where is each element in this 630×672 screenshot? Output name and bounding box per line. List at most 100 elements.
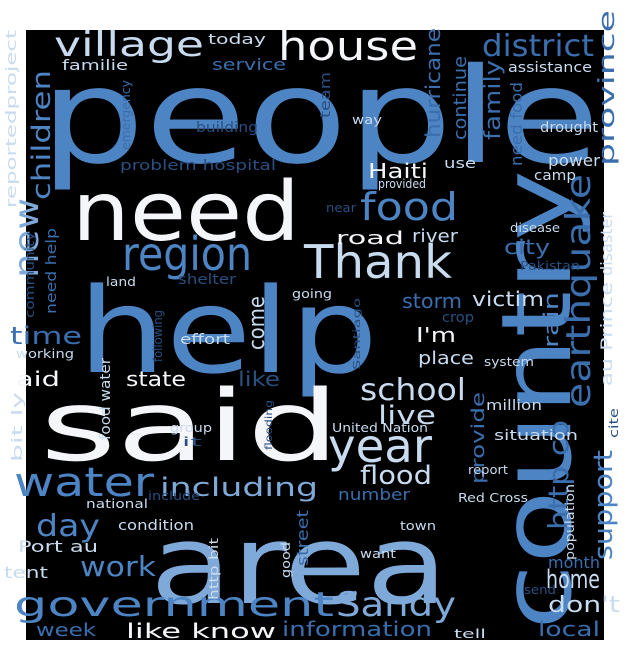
cloud-word: flood	[360, 461, 432, 491]
cloud-word: live	[378, 401, 436, 431]
cloud-word: people	[40, 40, 600, 194]
cloud-word: continue	[450, 56, 471, 140]
cloud-word: like	[238, 367, 280, 391]
cloud-word: bit ly	[10, 392, 26, 462]
cloud-word: million	[486, 398, 542, 414]
cloud-word: come	[245, 296, 270, 350]
cloud-word: road	[336, 228, 404, 249]
cloud-word: Pakistan	[520, 259, 580, 273]
cloud-word: reportedproject	[4, 29, 20, 208]
cloud-word: Haiti	[368, 159, 428, 183]
cloud-word: water	[14, 460, 155, 506]
cloud-background	[26, 30, 604, 640]
cloud-word: tell	[454, 627, 486, 641]
cloud-word: aid	[16, 367, 60, 391]
cloud-word: new	[7, 198, 47, 278]
cloud-word: said	[40, 370, 340, 484]
cloud-word: food water	[98, 358, 114, 440]
cloud-word: report	[468, 463, 508, 477]
cloud-word: hurricane	[421, 28, 445, 138]
cloud-word: national	[86, 497, 148, 511]
cloud-word: team	[318, 72, 334, 118]
cloud-word: local	[538, 617, 600, 641]
cloud-word: land	[106, 275, 136, 289]
cloud-word: United Nation	[332, 421, 428, 435]
cloud-word: day	[36, 509, 100, 544]
cloud-word: district	[482, 29, 594, 64]
cloud-word: house	[278, 24, 418, 70]
cloud-word: au Prince	[597, 282, 616, 386]
cloud-word: working	[16, 347, 74, 361]
cloud-word: village	[54, 25, 204, 65]
cloud-word: help	[78, 262, 378, 400]
cloud-word: earthquake	[559, 174, 599, 408]
cloud-word: http bit	[207, 538, 221, 600]
cloud-word: camp	[534, 168, 576, 184]
cloud-word: victim	[472, 287, 544, 311]
cloud-word: year	[328, 419, 432, 473]
cloud-word: Port au	[18, 537, 98, 556]
cloud-word: Santiago	[352, 298, 363, 370]
cloud-word: rain	[539, 292, 563, 348]
cloud-word: need help	[44, 228, 60, 314]
cloud-word: it	[182, 435, 203, 449]
cloud-word: send	[524, 583, 556, 597]
cloud-word: want	[360, 547, 396, 561]
cloud-word: need food	[507, 82, 526, 166]
cloud-word: flooding	[264, 400, 275, 450]
cloud-word: provided	[378, 177, 426, 191]
cloud-word: need	[72, 165, 300, 260]
cloud-word: system	[484, 355, 534, 369]
cloud-word: emergency	[119, 80, 133, 150]
cloud-word: familie	[62, 58, 128, 74]
cloud-word: family	[481, 60, 506, 140]
cloud-word: time	[10, 322, 82, 350]
cloud-word: community	[23, 232, 37, 318]
cloud-word: assistance	[508, 60, 592, 76]
cloud-word: way	[352, 113, 382, 127]
cloud-word: disaster	[597, 212, 616, 276]
cloud-word: effort	[180, 332, 231, 348]
cloud-word: situation	[494, 428, 578, 444]
cloud-word: http co	[542, 420, 575, 530]
cloud-word: place	[418, 348, 474, 369]
cloud-word: going	[292, 287, 332, 301]
cloud-word: support	[589, 450, 619, 560]
cloud-word: Sandy	[336, 585, 456, 625]
cloud-word: building	[196, 120, 258, 136]
cloud-word: group	[170, 421, 212, 435]
cloud-word: Thank	[303, 235, 452, 289]
cloud-word: tent	[4, 563, 48, 582]
cloud-word: provide	[468, 392, 489, 484]
cloud-word: good	[279, 542, 293, 578]
cloud-word: today	[208, 32, 266, 48]
cloud-word: city	[504, 235, 550, 259]
cloud-word: week	[36, 620, 97, 641]
cloud-word: don't	[548, 593, 620, 618]
cloud-word: number	[338, 485, 410, 504]
cloud-word: I'm	[416, 323, 456, 347]
cloud-word: cite	[607, 408, 621, 438]
cloud-word: state	[126, 367, 186, 391]
cloud-word: near	[326, 201, 356, 215]
cloud-word: including	[160, 473, 318, 503]
cloud-word: problem hospital	[120, 158, 276, 174]
cloud-word: school	[360, 373, 466, 408]
cloud-word: town	[400, 519, 436, 533]
cloud-word: following	[151, 310, 165, 362]
cloud-word: Red Cross	[458, 491, 528, 505]
cloud-word: like know	[126, 619, 276, 643]
cloud-word: information	[282, 617, 432, 641]
cloud-word: home	[546, 565, 600, 595]
cloud-word: service	[212, 55, 286, 74]
cloud-word: condition	[118, 518, 194, 534]
cloud-word: river	[412, 226, 459, 247]
cloud-word: children	[27, 70, 57, 200]
cloud-word: region	[122, 227, 252, 281]
cloud-word: government	[14, 585, 334, 625]
cloud-word: area	[150, 501, 448, 629]
cloud-word: province	[595, 10, 620, 166]
cloud-word: shelter	[178, 272, 236, 288]
cloud-word: street	[293, 510, 312, 566]
cloud-word: power	[548, 151, 600, 170]
